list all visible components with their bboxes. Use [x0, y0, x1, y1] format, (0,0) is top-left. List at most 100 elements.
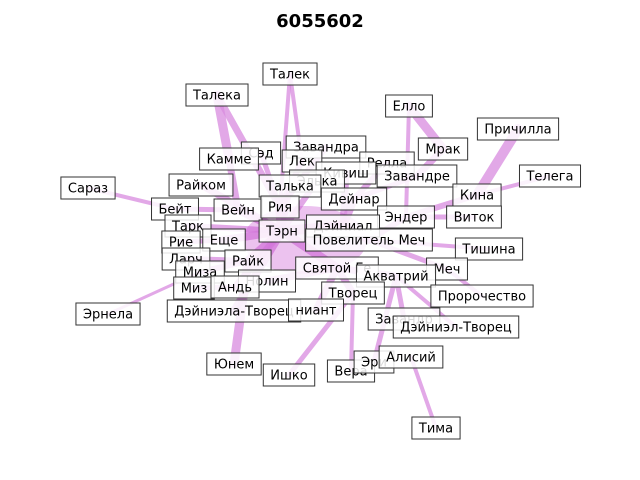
- node-box: [258, 219, 306, 243]
- graph-node: Виток: [446, 205, 502, 229]
- graph-node: Елло: [385, 94, 433, 118]
- graph-node: Завандре: [376, 164, 458, 188]
- node-label: Талька: [265, 180, 314, 195]
- node-label: Ишко: [270, 369, 307, 384]
- node-box: [417, 137, 469, 161]
- node-label: Пророчество: [438, 290, 526, 305]
- node-box: [454, 237, 524, 261]
- graph-node: Андь: [210, 275, 260, 299]
- node-label: Рие: [169, 236, 193, 251]
- node-label: ниант: [296, 304, 337, 319]
- graph-node: Талека: [185, 83, 249, 107]
- node-box: [476, 117, 560, 141]
- node-box: [262, 62, 318, 86]
- graph-node: Мрак: [417, 137, 469, 161]
- node-label: Святой Ге: [303, 262, 372, 277]
- graph-node: Дейнар: [320, 187, 388, 211]
- node-label: Вейн: [221, 204, 255, 219]
- node-box: [376, 164, 458, 188]
- graph-node: Причилла: [476, 117, 560, 141]
- node-box: [210, 275, 260, 299]
- graph-node: Райк: [224, 249, 272, 273]
- graph-node: Ишко: [262, 363, 316, 387]
- node-label: Меч: [434, 263, 461, 278]
- graph-node: Талек: [262, 62, 318, 86]
- node-box: [60, 176, 116, 200]
- node-label: Дэйниэл-Творец: [400, 321, 512, 336]
- node-label: Талека: [192, 89, 241, 104]
- node-box: [305, 228, 433, 252]
- node-box: [262, 363, 316, 387]
- graph-node: Тишина: [454, 237, 524, 261]
- node-label: Тэрн: [265, 225, 298, 240]
- node-label: Дейнар: [328, 193, 379, 208]
- graph-node: Райком: [168, 173, 234, 197]
- node-label: Кина: [460, 189, 494, 204]
- node-box: [385, 94, 433, 118]
- node-box: [288, 298, 344, 322]
- graph-title: 6055602: [276, 11, 364, 32]
- node-box: [206, 352, 262, 376]
- graph-node: Вейн: [213, 198, 263, 222]
- node-label: Акватрий: [363, 270, 428, 285]
- graph-node: Дэйниэла-Творец: [166, 299, 302, 323]
- node-box: [320, 187, 388, 211]
- graph-edge: [409, 355, 438, 430]
- node-label: Творец: [328, 287, 378, 302]
- node-label: Виток: [454, 211, 495, 226]
- node-label: Бейт: [159, 203, 192, 218]
- node-label: Причилла: [484, 123, 551, 138]
- node-label: Юнем: [214, 358, 254, 373]
- node-box: [260, 195, 300, 219]
- graph-node: Алисий: [378, 345, 444, 369]
- node-box: [446, 205, 502, 229]
- node-label: Талек: [269, 68, 310, 83]
- node-label: Райк: [232, 255, 264, 270]
- node-label: Рия: [268, 201, 292, 216]
- node-label: Мрак: [425, 143, 460, 158]
- node-box: [378, 345, 444, 369]
- node-box: [518, 164, 582, 188]
- graph-node: Тима: [411, 416, 461, 440]
- node-box: [75, 302, 141, 326]
- graph-node: Сараз: [60, 176, 116, 200]
- node-layer: Талек Талека Елло Причилла Мрак Телега Сараз За…: [60, 62, 582, 440]
- node-label: Елло: [393, 100, 426, 115]
- graph-node: Рия: [260, 195, 300, 219]
- graph-node: Меч: [426, 257, 468, 281]
- node-label: Эрнела: [83, 308, 133, 323]
- node-box: [392, 315, 520, 339]
- node-label: Райком: [176, 179, 226, 194]
- node-label: Эндер: [385, 211, 428, 226]
- graph-node: Кина: [452, 183, 502, 207]
- graph-node: Эндер: [377, 205, 435, 229]
- node-label: Дэйниэла-Творец: [174, 305, 294, 320]
- node-label: Камме: [207, 153, 252, 168]
- graph-node: Камме: [199, 147, 259, 171]
- graph-node: Пророчество: [430, 284, 534, 308]
- graph-node: Повелитель Меч: [305, 228, 433, 252]
- node-label: Телега: [525, 170, 573, 185]
- node-label: Еще: [210, 234, 238, 249]
- graph-node: Эрнела: [75, 302, 141, 326]
- node-label: Тишина: [461, 243, 515, 258]
- node-box: [411, 416, 461, 440]
- node-label: Тима: [418, 422, 453, 437]
- graph-node: Тэрн: [258, 219, 306, 243]
- graph-node: Талька: [258, 174, 322, 198]
- graph-node: Телега: [518, 164, 582, 188]
- node-box: [185, 83, 249, 107]
- graph-node: Миз: [173, 276, 215, 300]
- node-box: [430, 284, 534, 308]
- graph-node: Дэйниэл-Творец: [392, 315, 520, 339]
- node-box: [168, 173, 234, 197]
- node-label: Сараз: [68, 182, 108, 197]
- graph-node: Юнем: [206, 352, 262, 376]
- node-label: Андь: [218, 281, 252, 296]
- graph-edge: [349, 291, 355, 373]
- node-box: [202, 228, 246, 252]
- graph-node: ниант: [288, 298, 344, 322]
- node-label: Алисий: [386, 351, 436, 366]
- node-label: Лек: [289, 155, 315, 170]
